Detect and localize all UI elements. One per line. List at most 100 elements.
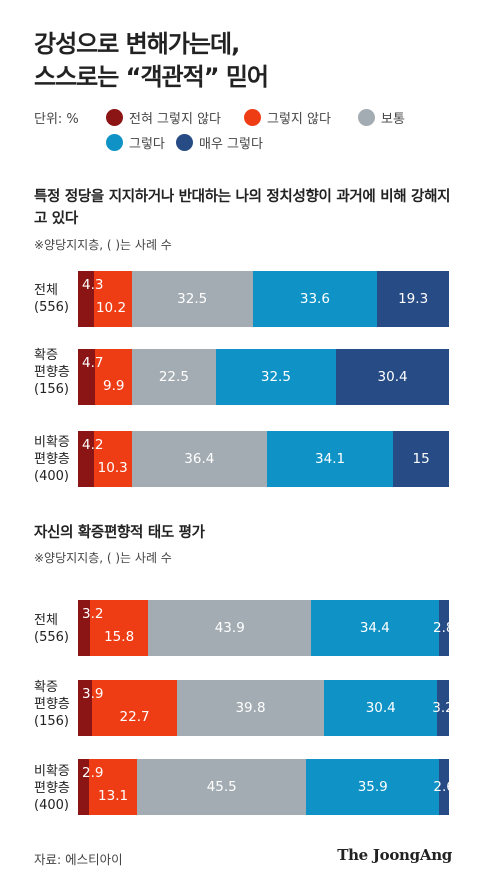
chart1-bar-non-confirmation: 36.4 34.1 15 4.2 10.3 [78, 431, 449, 487]
data-label: 32.5 [260, 369, 291, 385]
chart2-note: ※양당지지층, ( )는 사례 수 [34, 551, 172, 565]
data-label: 35.9 [357, 779, 388, 795]
bar-segment-neutral: 39.8 [176, 680, 325, 736]
chart2-bar-non-confirmation: 45.5 35.9 2.6 2.9 13.1 [78, 759, 455, 815]
data-label: 32.5 [177, 291, 208, 307]
data-label: 4.2 [82, 437, 104, 453]
bar-segment-strongly-agree: 2.6 [433, 759, 455, 815]
chart1-note: ※양당지지층, ( )는 사례 수 [34, 238, 172, 252]
chart1-bar-confirmation: 22.5 32.5 30.4 4.7 9.9 [78, 349, 449, 405]
bar-segment-agree: 34.4 [311, 600, 439, 656]
bar-segment-strongly-agree: 2.8 [433, 600, 455, 656]
chart2-bar-total: 43.9 34.4 2.8 3.2 15.8 [78, 600, 455, 656]
bar-segment-disagree [93, 271, 132, 327]
legend-label: 매우 그렇다 [199, 137, 263, 152]
legend-item-neutral: 보통 [358, 108, 405, 127]
data-label: 22.5 [158, 369, 189, 385]
row-label-line: (156) [34, 382, 69, 397]
bar-segment-strongly-disagree [78, 600, 90, 656]
row-label-line: 전체 [34, 613, 58, 628]
legend-item-agree: 그렇다 [106, 133, 165, 152]
data-label: 9.9 [103, 378, 125, 394]
chart2-row-label-non-confirmation: 비확증 편향층 (400) [34, 763, 78, 814]
data-label: 19.3 [398, 291, 429, 307]
data-label: 3.2 [432, 700, 454, 716]
data-label: 34.1 [315, 451, 346, 467]
bar-segment-disagree [89, 600, 149, 656]
legend-label: 그렇다 [129, 137, 165, 152]
bar-segment-neutral: 45.5 [137, 759, 307, 815]
data-label: 4.7 [82, 355, 104, 371]
legend-swatch [244, 109, 261, 126]
row-label-line: 비확증 [34, 764, 70, 779]
data-label: 4.3 [82, 277, 104, 293]
legend-item-disagree: 그렇지 않다 [244, 108, 331, 127]
data-label: 30.4 [365, 700, 396, 716]
chart1-row-label-total: 전체 (556) [34, 282, 78, 316]
data-label: 2.8 [433, 620, 455, 636]
row-label-line: 확증 [34, 348, 58, 363]
data-label: 33.6 [299, 291, 330, 307]
data-label: 3.9 [82, 686, 104, 702]
chart2-title: 자신의 확증편향적 태도 평가 [34, 525, 205, 541]
row-label-line: 확증 [34, 680, 58, 695]
data-label: 10.2 [95, 300, 127, 316]
bar-segment-strongly-disagree [78, 759, 89, 815]
chart2-bar-confirmation: 39.8 30.4 3.2 3.9 22.7 [78, 680, 454, 736]
row-label-line: (556) [34, 630, 69, 645]
data-label: 15 [412, 451, 430, 467]
row-label-line: 편향층 [34, 452, 70, 467]
legend-label: 전혀 그렇지 않다 [129, 112, 221, 127]
bar-segment-strongly-agree: 19.3 [377, 271, 449, 327]
bar-segment-agree: 35.9 [306, 759, 440, 815]
legend-item-strongly-disagree: 전혀 그렇지 않다 [106, 108, 221, 127]
data-label: 2.6 [433, 779, 455, 795]
title-line-1: 강성으로 변해가는데, [34, 30, 240, 58]
bar-segment-neutral: 43.9 [148, 600, 312, 656]
bar-segment-disagree [92, 680, 177, 736]
data-label: 39.8 [235, 700, 266, 716]
chart1-row-label-confirmation: 확증 편향층 (156) [34, 347, 78, 398]
chart1-bar-total: 32.5 33.6 19.3 4.3 10.2 [78, 271, 449, 327]
row-label-line: (556) [34, 300, 69, 315]
bar-segment-strongly-agree: 30.4 [336, 349, 449, 405]
data-label: 13.1 [98, 788, 129, 804]
row-label-line: (400) [34, 798, 69, 813]
title-line-2: 스스로는 “객관적” 믿어 [34, 63, 269, 91]
data-label: 34.4 [359, 620, 390, 636]
legend-swatch [106, 134, 123, 151]
source-credit: 자료: 에스티아이 [34, 852, 123, 867]
data-label: 45.5 [206, 779, 237, 795]
row-label-line: 전체 [34, 283, 58, 298]
bar-segment-agree: 30.4 [324, 680, 438, 736]
bar-segment-agree: 32.5 [215, 349, 337, 405]
bar-segment-disagree [88, 759, 138, 815]
bar-segment-disagree [95, 349, 133, 405]
bar-segment-strongly-agree: 15 [393, 431, 449, 487]
page-title: 강성으로 변해가는데, 스스로는 “객관적” 믿어 [34, 28, 269, 94]
data-label: 10.3 [97, 460, 128, 476]
bar-segment-agree: 34.1 [266, 431, 394, 487]
legend-label: 보통 [381, 112, 405, 127]
data-label: 22.7 [119, 709, 150, 725]
bar-segment-strongly-disagree [78, 349, 96, 405]
legend-swatch [358, 109, 375, 126]
chart1-title: 특정 정당을 지지하거나 반대하는 나의 정치성향이 과거에 비해 강해지고 있… [34, 189, 451, 227]
publisher-logo: The JoongAng [337, 846, 452, 864]
row-label-line: 편향층 [34, 365, 70, 380]
row-label-line: 비확증 [34, 435, 70, 450]
chart2-row-label-total: 전체 (556) [34, 612, 78, 646]
data-label: 3.2 [82, 606, 104, 622]
row-label-line: 편향층 [34, 697, 70, 712]
data-label: 2.9 [82, 765, 104, 781]
data-label: 15.8 [104, 629, 135, 645]
bar-segment-neutral: 22.5 [132, 349, 216, 405]
chart1-row-label-non-confirmation: 비확증 편향층 (400) [34, 434, 78, 485]
row-label-line: (156) [34, 714, 69, 729]
legend-item-strongly-agree: 매우 그렇다 [176, 133, 263, 152]
bar-segment-strongly-disagree [78, 431, 94, 487]
data-label: 43.9 [214, 620, 245, 636]
legend-swatch [106, 109, 123, 126]
legend-unit: 단위: % [34, 112, 79, 127]
row-label-line: (400) [34, 469, 69, 484]
